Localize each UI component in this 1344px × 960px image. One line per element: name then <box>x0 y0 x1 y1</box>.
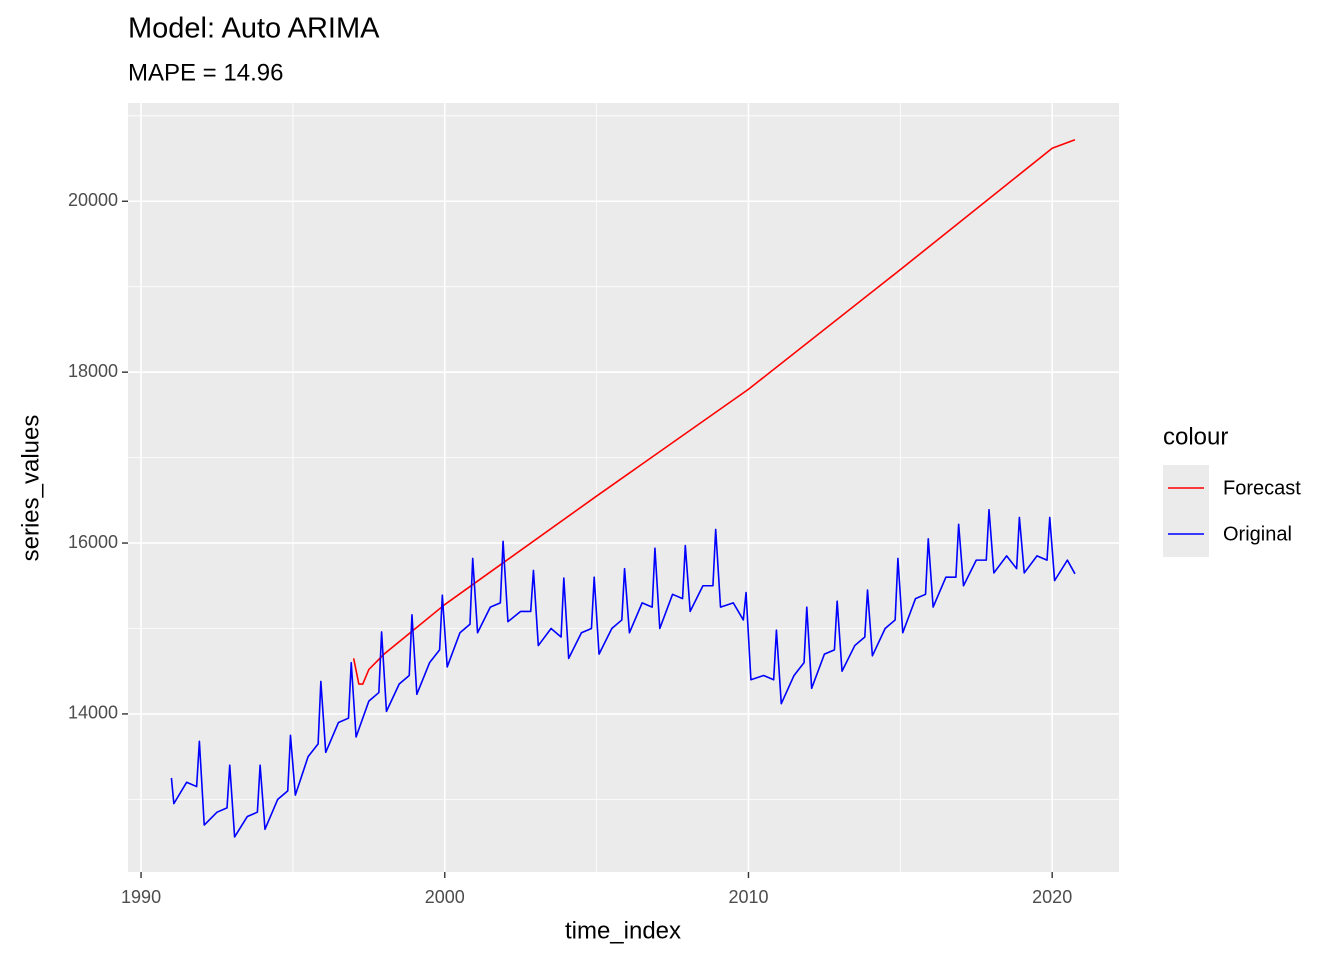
legend-title: colour <box>1163 423 1228 450</box>
x-axis-title: time_index <box>565 917 681 944</box>
y-tick-label: 14000 <box>68 703 118 723</box>
x-tick-label: 2020 <box>1032 887 1072 907</box>
legend-label: Original <box>1223 523 1292 545</box>
chart-title: Model: Auto ARIMA <box>128 13 380 45</box>
y-tick-label: 16000 <box>68 532 118 552</box>
plot-panel <box>128 103 1119 872</box>
y-tick-label: 18000 <box>68 361 118 381</box>
series-line <box>170 508 1076 838</box>
y-tick-label: 20000 <box>68 190 118 210</box>
legend: Forecast Original <box>1163 465 1301 557</box>
marks <box>170 138 1076 838</box>
y-axis-title: series_values <box>17 415 44 562</box>
chart-subtitle: MAPE = 14.96 <box>128 59 283 86</box>
x-tick-label: 1990 <box>121 887 161 907</box>
x-tick-label: 2000 <box>425 887 465 907</box>
x-tick-label: 2010 <box>728 887 768 907</box>
legend-label: Forecast <box>1223 477 1301 499</box>
grid <box>128 103 1119 872</box>
series-line <box>352 138 1076 685</box>
